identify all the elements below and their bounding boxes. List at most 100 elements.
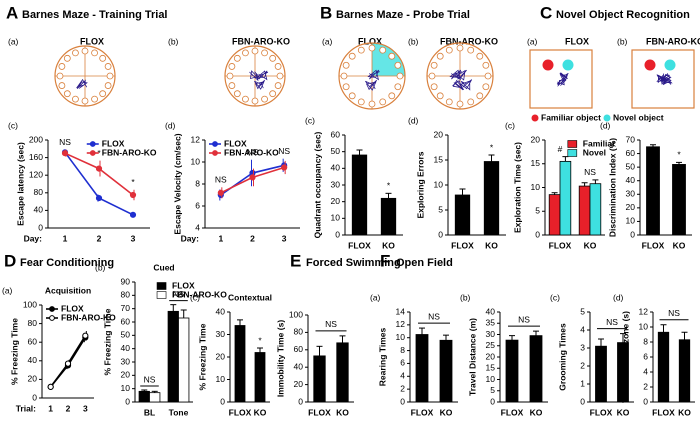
section-letter: B [320, 3, 332, 22]
track [75, 78, 88, 89]
panel-sub-label: (c) [305, 115, 315, 125]
maze-hole [476, 52, 484, 60]
bar [167, 310, 179, 403]
x-tick-label: KO [678, 407, 691, 417]
y-axis-label: Immobility Time (s) [275, 320, 285, 397]
y-tick-label: 10 [121, 383, 131, 393]
legend-swatch [531, 114, 539, 122]
panel-sub-label: (a) [2, 285, 13, 295]
bracket-label: NS [428, 311, 440, 321]
bracket-label: NS [668, 308, 680, 318]
x-tick-label: 1 [218, 233, 223, 243]
y-axis-label: Quadrant occupancy (sec) [312, 131, 322, 238]
legend-label: FBN-ARO-KO [102, 147, 157, 157]
legend-marker [49, 315, 55, 321]
y-tick-label: 40 [331, 163, 341, 173]
bar [149, 392, 161, 403]
bar [589, 183, 602, 236]
x-tick-label: 2 [66, 403, 71, 413]
series-line [64, 152, 134, 196]
section-title: Fear Conditioning [20, 257, 114, 269]
maze-hole [91, 95, 98, 103]
y-tick-label: 35 [486, 318, 496, 328]
bracket-label: NS [173, 289, 185, 299]
y-tick-label: 30 [121, 356, 131, 366]
y-tick-label: 100 [23, 299, 37, 309]
maze-hole [233, 90, 241, 98]
legend-label: Familiar object [541, 112, 601, 122]
section-letter: D [4, 251, 16, 270]
y-tick-label: 40 [34, 205, 44, 215]
y-tick-label: 80 [294, 327, 304, 337]
y-tick-label: 50 [331, 146, 341, 156]
image-label: FBN-ARO-KO [646, 36, 700, 46]
y-tick-label: 40 [626, 175, 636, 185]
maze-hole [99, 54, 107, 62]
maze-hole [342, 83, 350, 91]
y-axis-label: Discrimination Index (%) [607, 138, 617, 237]
y-tick-label: 0 [400, 396, 405, 406]
x-axis-label: Day: [181, 233, 200, 243]
panel-sub-label: (b) [460, 292, 471, 302]
track [254, 79, 266, 90]
y-tick-label: 12 [639, 306, 649, 316]
y-tick-label: 60 [331, 129, 341, 139]
y-tick-label: 60 [121, 316, 131, 326]
maze-hole [81, 47, 89, 55]
maze-hole [242, 95, 249, 103]
x-tick-label: KO [254, 407, 267, 417]
maze-hole [445, 46, 453, 54]
y-tick-label: 4 [400, 371, 405, 381]
panel-subtitle: Cued [153, 262, 174, 272]
y-tick-label: 5 [438, 204, 443, 214]
bracket-label: NS [518, 314, 530, 324]
y-axis-label: Exploration Time (sec) [512, 142, 522, 233]
x-tick-label: BL [144, 407, 155, 417]
familiar-object [644, 59, 656, 71]
point [95, 165, 103, 172]
legend-label: FBN-ARO-KO [61, 312, 116, 322]
y-tick-label: 6 [195, 200, 200, 210]
y-tick-label: 90 [121, 276, 131, 286]
maze-hole [357, 98, 365, 106]
annotation: NS [278, 146, 290, 156]
maze-hole [269, 54, 277, 62]
y-tick-label: 5 [490, 385, 495, 395]
y-tick-label: 30 [216, 329, 226, 339]
maze-hole [436, 52, 444, 60]
legend-label: FLOX [61, 303, 84, 313]
point [217, 189, 224, 196]
bar [454, 194, 471, 236]
section-title: Forced Swimming [306, 257, 401, 269]
panel-sub-label: (c) [8, 120, 18, 130]
track [249, 70, 260, 82]
maze-hole [106, 72, 114, 80]
y-axis-label: Exploring Errors [415, 151, 425, 218]
bracket-label: NS [606, 317, 618, 327]
y-tick-label: 20 [216, 351, 226, 361]
y-tick-label: 10 [486, 374, 496, 384]
y-tick-label: 80 [34, 187, 44, 197]
image-sub-label: (a) [8, 36, 19, 46]
x-tick-label: FLOX [411, 407, 434, 417]
bar [138, 390, 150, 403]
bar [415, 334, 429, 403]
y-tick-label: 0 [335, 229, 340, 239]
bar [672, 164, 686, 236]
y-tick-label: 0 [490, 396, 495, 406]
maze-hole [91, 49, 98, 57]
y-tick-label: 2 [400, 383, 405, 393]
image-sub-label: (b) [168, 36, 179, 46]
maze-hole [467, 98, 475, 106]
legend-marker [89, 141, 96, 147]
x-tick-label: 2 [250, 233, 255, 243]
maze-hole [276, 72, 284, 80]
y-tick-label: 0 [643, 396, 648, 406]
legend-swatch [156, 282, 167, 290]
annotation: NS [247, 147, 259, 157]
panel-sub-label: (d) [600, 120, 611, 130]
y-tick-label: 5 [580, 306, 585, 316]
annotation: NS [59, 137, 71, 147]
x-tick-label: Tone [169, 407, 189, 417]
